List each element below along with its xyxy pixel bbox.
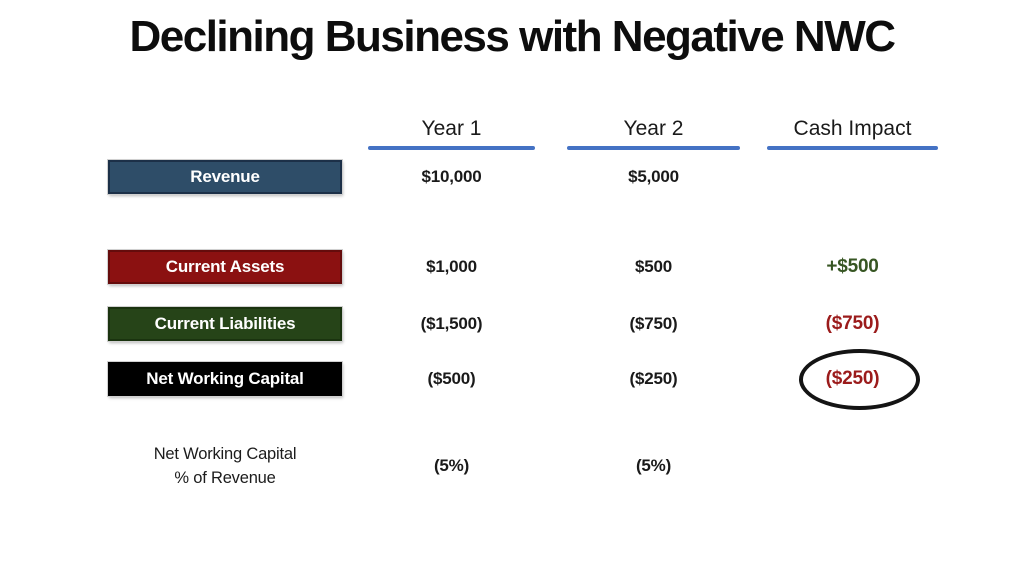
cell-current-liabilities-cash-impact: ($750) xyxy=(825,313,880,334)
current-assets-label-text: Current Assets xyxy=(165,257,285,276)
slide-title: Declining Business with Negative NWC xyxy=(129,12,896,61)
cell-nwc-year1: ($500) xyxy=(427,369,476,388)
cash-impact-underline xyxy=(767,146,938,150)
row-label-nwc-percent-of-revenue: Net Working Capital % of Revenue xyxy=(108,443,342,491)
column-header-year2: Year 2 xyxy=(567,114,740,152)
nwc-percent-label-line2: % of Revenue xyxy=(174,468,276,487)
highlight-ellipse xyxy=(799,349,920,410)
column-header-year2-label: Year 2 xyxy=(623,117,684,140)
column-header-cash-impact-label: Cash Impact xyxy=(793,117,912,140)
column-header-year1-label: Year 1 xyxy=(421,117,482,140)
cell-current-assets-cash-impact: +$500 xyxy=(826,256,879,277)
cell-nwc-cash-impact: ($250) xyxy=(825,368,880,389)
cell-current-liabilities-year2: ($750) xyxy=(629,314,678,333)
cell-nwc-year2: ($250) xyxy=(629,369,678,388)
row-label-revenue: Revenue xyxy=(108,160,342,194)
net-working-capital-label-text: Net Working Capital xyxy=(146,369,304,388)
column-header-year1: Year 1 xyxy=(368,114,535,152)
row-label-current-liabilities: Current Liabilities xyxy=(108,307,342,341)
cell-revenue-year2: $5,000 xyxy=(628,167,679,186)
cell-revenue-year1: $10,000 xyxy=(421,167,482,186)
nwc-percent-label-line1: Net Working Capital xyxy=(153,445,297,463)
year2-underline xyxy=(567,146,740,150)
cell-nwc-percent-year1: (5%) xyxy=(433,456,470,475)
column-header-cash-impact: Cash Impact xyxy=(767,114,938,152)
row-label-current-assets: Current Assets xyxy=(108,250,342,284)
year1-underline xyxy=(368,146,535,150)
cell-current-assets-year2: $500 xyxy=(634,257,673,276)
current-liabilities-label-text: Current Liabilities xyxy=(154,314,296,333)
revenue-label-text: Revenue xyxy=(190,167,260,186)
cell-current-liabilities-year1: ($1,500) xyxy=(420,314,483,333)
cell-current-assets-year1: $1,000 xyxy=(426,257,477,276)
cell-nwc-percent-year2: (5%) xyxy=(635,456,672,475)
row-label-net-working-capital: Net Working Capital xyxy=(108,362,342,396)
